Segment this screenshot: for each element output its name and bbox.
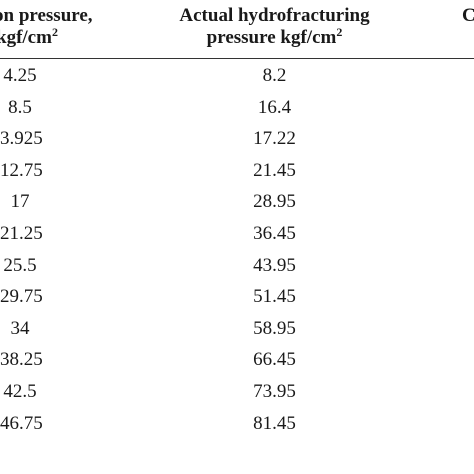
cell-col2: 81.45 (253, 412, 296, 434)
table-row: 46.75 81.45 (0, 412, 474, 444)
cell-col1: 4.25 (3, 65, 37, 86)
table-row: 42.5 73.95 (0, 380, 474, 412)
cell-col2: 51.45 (253, 286, 296, 308)
table-row: 3.925 17.22 (0, 127, 474, 159)
cell-col1: 34 (10, 317, 30, 339)
table-row: 4.25 8.2 (0, 64, 474, 96)
cell-col2: 8.2 (262, 65, 287, 86)
cell-col2: 73.95 (253, 380, 296, 402)
cell-col2: 28.95 (253, 191, 296, 213)
table-row: 34 58.95 (0, 317, 474, 349)
cell-col1: 12.75 (0, 159, 43, 181)
header-col1-line2: kgf/cm2 (0, 26, 58, 50)
header-col1-line1: on pressure, (0, 5, 93, 26)
cell-col1: 42.5 (3, 380, 37, 402)
cell-col1: 29.75 (0, 286, 43, 308)
header-col1-unit: kgf/cm (0, 27, 52, 48)
cell-col1: 38.25 (0, 349, 43, 371)
cell-col2: 58.95 (253, 317, 296, 339)
cell-col1: 25.5 (3, 254, 37, 276)
table-row: 29.75 51.45 (0, 285, 474, 317)
header-col2-line2: pressure kgf/cm2 (0, 26, 474, 50)
table-row: 21.25 36.45 (0, 222, 474, 254)
cell-col1: 8.5 (8, 96, 32, 118)
table-row: 8.5 16.4 (0, 96, 474, 128)
cell-col1: 3.925 (0, 128, 43, 150)
cell-col2: 17.22 (253, 128, 296, 150)
header-col2-unit: pressure kgf/cm (206, 27, 337, 48)
header-rule (0, 58, 474, 59)
header-col3-partial: C (462, 5, 474, 26)
cell-col2: 16.4 (257, 96, 292, 118)
cell-col1: 17 (10, 191, 30, 213)
table-row: 38.25 66.45 (0, 348, 474, 380)
table-row: 25.5 43.95 (0, 254, 474, 286)
cell-col2: 21.45 (253, 159, 296, 181)
header-col2-line1: Actual hydrofracturing (179, 5, 370, 26)
cell-col2: 36.45 (253, 222, 296, 244)
cell-col2: 43.95 (253, 254, 296, 276)
table-body: 4.25 8.2 8.5 16.4 3.925 17.22 12.75 21.45 17… (0, 64, 474, 443)
cell-col1: 46.75 (0, 412, 43, 434)
cell-col2: 66.45 (253, 349, 296, 371)
header-col2-unit-exponent: 2 (336, 25, 343, 39)
cell-col1: 21.25 (0, 222, 43, 244)
table-row: 12.75 21.45 (0, 159, 474, 191)
header-col1-unit-exponent: 2 (51, 25, 58, 39)
table-row: 17 28.95 (0, 190, 474, 222)
